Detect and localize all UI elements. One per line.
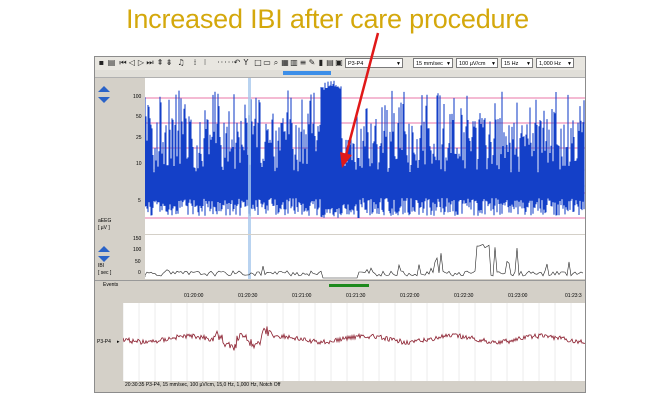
device-icon[interactable]: ▮: [318, 58, 324, 67]
time-cursor: [248, 78, 251, 234]
pen-icon[interactable]: ✎: [308, 58, 316, 67]
event-marker[interactable]: [329, 284, 369, 287]
chevron-down-icon: ▼: [491, 61, 496, 67]
ibi-trace: [144, 235, 584, 279]
eeg-channel-label: P3-P4: [97, 339, 111, 345]
scale-up-icon[interactable]: [98, 86, 110, 92]
last-page-icon[interactable]: ⏭: [146, 58, 154, 67]
speed-select[interactable]: 15 mm/sec ▼: [413, 58, 453, 68]
grid-icon[interactable]: ▥: [290, 58, 298, 67]
eeg-footer-status: 20:30:35 P3-P4, 15 mm/sec, 100 µV/cm, 15…: [125, 382, 281, 388]
channel-pointer-icon: ▸: [117, 339, 120, 345]
print-icon[interactable]: ▤: [107, 58, 116, 67]
time-axis: 01:20:00 01:20:30 01:21:00 01:21:30 01:2…: [95, 290, 585, 302]
ibi-line: [144, 244, 584, 279]
time-label: 01:21:30: [346, 293, 366, 299]
chevron-down-icon: ▼: [567, 61, 572, 67]
time-cursor: [248, 235, 251, 279]
scale-up-icon[interactable]: [98, 246, 110, 252]
chevron-down-icon: ▼: [526, 61, 531, 67]
events-label: Events: [103, 282, 119, 288]
lowpass-select-value: 1,000 Hz: [539, 61, 562, 67]
aeeg-trace: [144, 78, 585, 234]
window-icon[interactable]: ▭: [263, 58, 271, 67]
aeeg-tick-25: 25: [136, 135, 142, 141]
columns-icon[interactable]: ▤: [326, 58, 334, 67]
speed-select-value: 15 mm/sec: [416, 61, 443, 67]
previous-icon[interactable]: ◁: [128, 58, 136, 67]
ibi-label: IBI: [98, 263, 105, 269]
time-label: 01:20:00: [184, 293, 204, 299]
raw-eeg-panel: P3-P4 ▸ 20:30:35 P3-P4, 15 mm/sec, 100 µ…: [95, 303, 586, 392]
sensitivity-select-value: 100 µV/cm: [459, 61, 486, 67]
page-down-icon[interactable]: ⇟: [165, 58, 173, 67]
aeeg-unit: [ µV ]: [98, 225, 110, 231]
time-label: 01:21:00: [292, 293, 312, 299]
box-icon[interactable]: □: [254, 58, 262, 67]
channel-select[interactable]: P3-P4 ▼: [345, 58, 403, 68]
lowpass-select[interactable]: 1,000 Hz ▼: [536, 58, 574, 68]
aeeg-tick-10: 10: [136, 161, 142, 167]
annotation-title: Increased IBI after care procedure: [126, 4, 529, 34]
next-icon[interactable]: ▷: [137, 58, 145, 67]
scale-down-icon[interactable]: [98, 97, 110, 103]
ibi-plot[interactable]: [144, 235, 585, 279]
time-label: 01:20:30: [238, 293, 258, 299]
time-label: 01:23:00: [508, 293, 528, 299]
time-label: 01:22:30: [454, 293, 474, 299]
scrollbar-thumb[interactable]: [283, 71, 331, 75]
ibi-tick-150: 150: [133, 236, 142, 242]
page-up-icon[interactable]: ⇞: [156, 58, 164, 67]
montage-icon[interactable]: Y: [243, 58, 249, 67]
highpass-select-value: 15 Hz: [504, 61, 519, 67]
overview-scrollbar[interactable]: [95, 70, 585, 78]
zoom-icon[interactable]: ⌕: [273, 58, 279, 67]
aeeg-tick-100: 100: [133, 94, 142, 100]
chevron-down-icon: ▼: [396, 61, 401, 67]
marker-icon[interactable]: ♫: [177, 58, 185, 67]
chevron-down-icon: ▼: [446, 61, 451, 67]
dotted-line-icon[interactable]: ·····: [217, 58, 235, 67]
image-icon[interactable]: ▣: [335, 58, 343, 67]
channel-select-value: P3-P4: [348, 61, 364, 67]
aeeg-gutter: aEEG [ µV ] 100 50 25 10 5: [95, 78, 145, 234]
first-page-icon[interactable]: ⏮: [119, 58, 127, 67]
ibi-tick-50: 50: [135, 259, 141, 265]
list-icon[interactable]: ≡: [299, 58, 307, 67]
undo-icon[interactable]: ↶: [233, 58, 241, 67]
eeg-waveform: [122, 326, 586, 351]
aeeg-monitor-window: ▪ ▤ ⏮ ◁ ▷ ⏭ ⇞ ⇟ ♫ ⁞ ⁝ ····· ↶ Y □ ▭ ⌕ ▦ …: [94, 56, 586, 393]
aeeg-label: aEEG: [98, 218, 112, 224]
highpass-select[interactable]: 15 Hz ▼: [501, 58, 533, 68]
scale-down-icon[interactable]: [98, 256, 110, 262]
ibi-tick-100: 100: [133, 247, 142, 253]
sensitivity-select[interactable]: 100 µV/cm ▼: [456, 58, 498, 68]
aeeg-tick-50: 50: [136, 114, 142, 120]
time-label: 01:22:00: [400, 293, 420, 299]
ibi-unit: [ sec ]: [98, 270, 112, 276]
layout-icon[interactable]: ▦: [281, 58, 289, 67]
aeeg-plot[interactable]: [144, 78, 585, 234]
ibi-tick-0: 0: [138, 270, 141, 276]
toolbar: ▪ ▤ ⏮ ◁ ▷ ⏭ ⇞ ⇟ ♫ ⁞ ⁝ ····· ↶ Y □ ▭ ⌕ ▦ …: [95, 57, 585, 71]
split-icon[interactable]: ⁝: [203, 58, 207, 67]
raw-eeg-trace: [122, 303, 586, 381]
save-icon[interactable]: ▪: [98, 58, 105, 67]
cursor-icon[interactable]: ⁞: [193, 58, 197, 67]
aeeg-tick-5: 5: [138, 198, 141, 204]
aeeg-band: [144, 80, 585, 218]
ibi-gutter: IBI [ sec ] 150 100 50 0: [95, 235, 145, 279]
time-label: 01:23:3: [565, 293, 582, 299]
raw-eeg-plot[interactable]: [122, 303, 586, 381]
